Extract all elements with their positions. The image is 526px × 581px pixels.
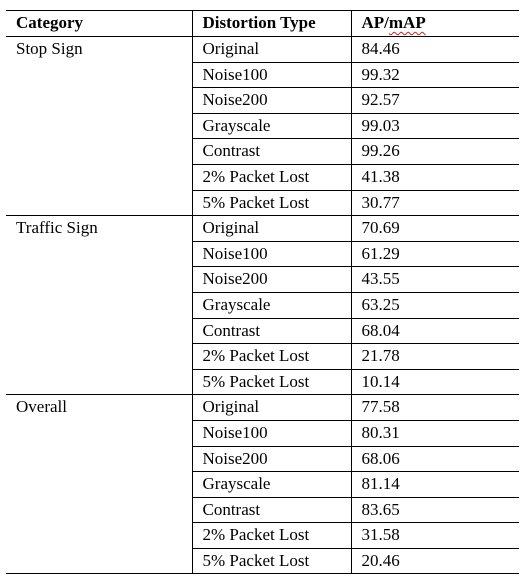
category-cell xyxy=(6,190,193,217)
category-cell: Traffic Sign xyxy=(6,215,193,242)
distortion-type-cell: Noise100 xyxy=(192,420,352,447)
table-header-row: Category Distortion Type AP/mAP xyxy=(6,10,519,37)
results-table: Category Distortion Type AP/mAP Stop Sig… xyxy=(6,10,519,575)
header-metric: AP/mAP xyxy=(351,10,519,37)
ap-map-value-cell: 80.31 xyxy=(351,420,519,447)
distortion-type-cell: Noise100 xyxy=(192,241,352,268)
ap-map-value-cell: 99.32 xyxy=(351,62,519,89)
ap-map-value-cell: 99.03 xyxy=(351,113,519,140)
category-cell xyxy=(6,292,193,319)
ap-map-value-cell: 21.78 xyxy=(351,343,519,370)
ap-map-value-cell: 61.29 xyxy=(351,241,519,268)
category-cell xyxy=(6,522,193,549)
distortion-type-cell: 2% Packet Lost xyxy=(192,522,352,549)
table-row: Noise200 43.55 xyxy=(6,266,519,293)
category-cell xyxy=(6,343,193,370)
category-cell xyxy=(6,318,193,344)
ap-map-value-cell: 68.04 xyxy=(351,318,519,345)
ap-map-value-cell: 10.14 xyxy=(351,369,519,396)
distortion-type-cell: Grayscale xyxy=(192,113,352,140)
category-cell xyxy=(6,87,193,114)
category-cell xyxy=(6,446,193,472)
table-row: Contrast 68.04 xyxy=(6,318,519,345)
distortion-type-cell: Original xyxy=(192,215,352,242)
table-row: Noise100 61.29 xyxy=(6,241,519,268)
distortion-type-cell: 2% Packet Lost xyxy=(192,343,352,370)
distortion-type-cell: Contrast xyxy=(192,497,352,524)
header-category: Category xyxy=(6,10,193,37)
table-row: Noise100 99.32 xyxy=(6,62,519,89)
table-row: Grayscale 99.03 xyxy=(6,113,519,140)
distortion-type-cell: 5% Packet Lost xyxy=(192,190,352,217)
ap-map-value-cell: 63.25 xyxy=(351,292,519,319)
ap-map-value-cell: 31.58 xyxy=(351,522,519,549)
table-row: Noise200 92.57 xyxy=(6,87,519,114)
distortion-type-cell: Noise200 xyxy=(192,87,352,114)
ap-map-value-cell: 41.38 xyxy=(351,164,519,191)
table-row: Contrast 99.26 xyxy=(6,138,519,165)
header-distortion-type: Distortion Type xyxy=(192,10,352,37)
table-row: Stop Sign Original 84.46 xyxy=(6,36,519,63)
category-cell xyxy=(6,241,193,267)
category-cell: Overall xyxy=(6,394,193,421)
distortion-type-cell: Noise100 xyxy=(192,62,352,89)
category-cell xyxy=(6,497,193,523)
category-cell xyxy=(6,113,193,139)
category-cell xyxy=(6,471,193,498)
ap-map-value-cell: 83.65 xyxy=(351,497,519,524)
category-cell xyxy=(6,548,193,575)
table-row: Contrast 83.65 xyxy=(6,497,519,524)
ap-map-value-cell: 70.69 xyxy=(351,215,519,242)
table-row: Noise200 68.06 xyxy=(6,446,519,473)
table-row: Grayscale 63.25 xyxy=(6,292,519,319)
table-row: Traffic Sign Original 70.69 xyxy=(6,215,519,242)
category-cell xyxy=(6,369,193,396)
distortion-type-cell: 2% Packet Lost xyxy=(192,164,352,191)
header-metric-suffix: mAP xyxy=(388,13,426,32)
table-row: 2% Packet Lost 31.58 xyxy=(6,522,519,549)
distortion-type-cell: Contrast xyxy=(192,318,352,345)
table-row: 5% Packet Lost 20.46 xyxy=(6,548,519,575)
distortion-type-cell: Contrast xyxy=(192,138,352,165)
category-cell xyxy=(6,138,193,165)
distortion-type-cell: Noise200 xyxy=(192,266,352,293)
ap-map-value-cell: 81.14 xyxy=(351,471,519,498)
category-cell: Stop Sign xyxy=(6,36,193,63)
distortion-type-cell: Noise200 xyxy=(192,446,352,473)
table-row: 5% Packet Lost 30.77 xyxy=(6,190,519,217)
category-cell xyxy=(6,164,193,191)
distortion-type-cell: Grayscale xyxy=(192,471,352,498)
table-row: Noise100 80.31 xyxy=(6,420,519,447)
table-row: Grayscale 81.14 xyxy=(6,471,519,498)
table-row: 2% Packet Lost 21.78 xyxy=(6,343,519,370)
ap-map-value-cell: 20.46 xyxy=(351,548,519,575)
category-cell xyxy=(6,62,193,88)
ap-map-value-cell: 43.55 xyxy=(351,266,519,293)
results-table-container: Category Distortion Type AP/mAP Stop Sig… xyxy=(6,10,519,575)
ap-map-value-cell: 30.77 xyxy=(351,190,519,217)
ap-map-value-cell: 68.06 xyxy=(351,446,519,473)
distortion-type-cell: Original xyxy=(192,394,352,421)
table-row: Overall Original 77.58 xyxy=(6,394,519,421)
distortion-type-cell: Original xyxy=(192,36,352,63)
category-cell xyxy=(6,420,193,446)
table-row: 5% Packet Lost 10.14 xyxy=(6,369,519,396)
distortion-type-cell: 5% Packet Lost xyxy=(192,369,352,396)
ap-map-value-cell: 77.58 xyxy=(351,394,519,421)
distortion-type-cell: Grayscale xyxy=(192,292,352,319)
category-cell xyxy=(6,266,193,293)
ap-map-value-cell: 92.57 xyxy=(351,87,519,114)
ap-map-value-cell: 84.46 xyxy=(351,36,519,63)
distortion-type-cell: 5% Packet Lost xyxy=(192,548,352,575)
ap-map-value-cell: 99.26 xyxy=(351,138,519,165)
header-metric-prefix: AP/ xyxy=(361,13,389,32)
table-body: Stop Sign Original 84.46 Noise100 99.32 Noise… xyxy=(6,36,519,575)
table-row: 2% Packet Lost 41.38 xyxy=(6,164,519,191)
